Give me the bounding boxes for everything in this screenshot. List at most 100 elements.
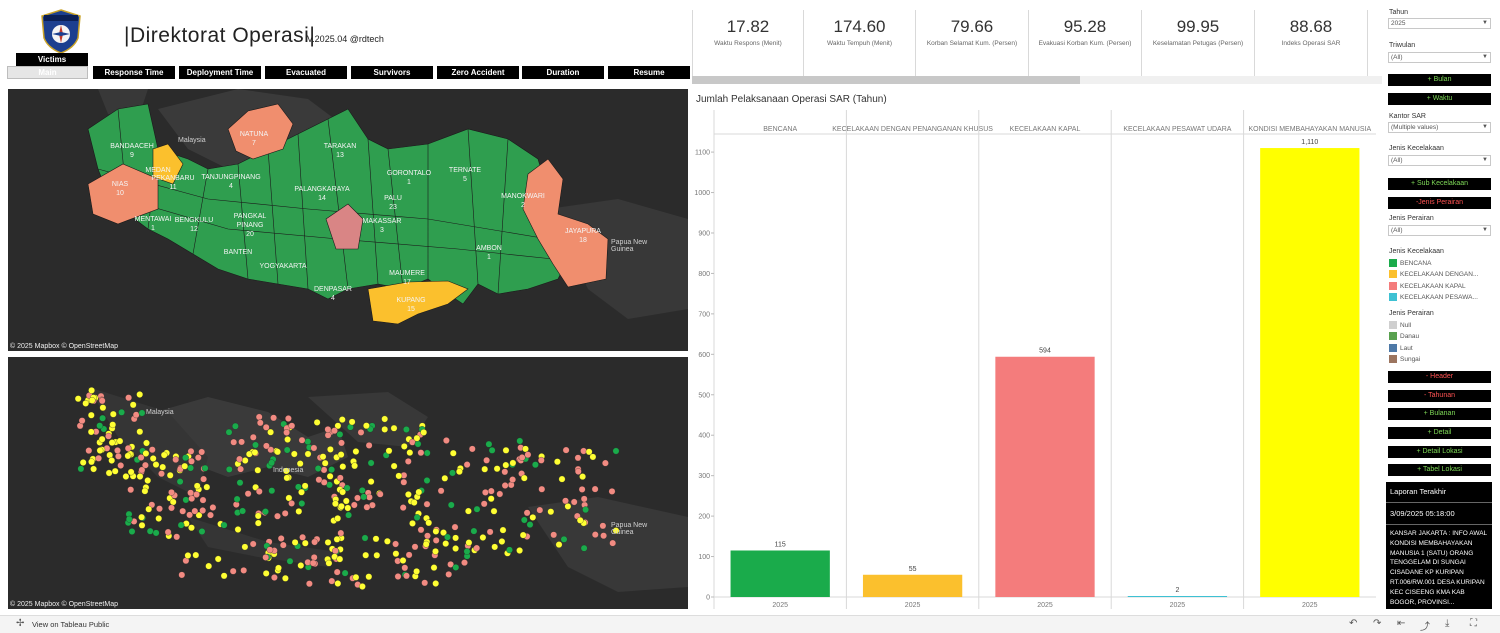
incident-dot[interactable] [77, 465, 85, 473]
incident-dot[interactable] [225, 466, 233, 473]
incident-dot[interactable] [498, 538, 506, 545]
incident-dot[interactable] [263, 442, 270, 450]
incident-dot-map[interactable]: Malaysia Indonesia Papua New Guinea © 20… [8, 357, 688, 609]
incident-dot[interactable] [124, 452, 132, 460]
nav-resume-button[interactable]: Resume [608, 66, 690, 79]
incident-dot[interactable] [203, 483, 211, 491]
incident-dot[interactable] [337, 529, 345, 537]
incident-dot[interactable] [405, 491, 412, 498]
incident-dot[interactable] [554, 458, 561, 466]
scrollbar-thumb[interactable] [692, 76, 1080, 84]
incident-dot[interactable] [400, 443, 408, 450]
incident-dot[interactable] [576, 516, 584, 524]
incident-dot[interactable] [234, 526, 242, 533]
incident-dot[interactable] [518, 454, 526, 461]
incident-dot[interactable] [443, 437, 450, 444]
incident-dot[interactable] [336, 555, 344, 563]
incident-dot[interactable] [421, 579, 429, 587]
download-icon[interactable]: ⤓ [1445, 618, 1450, 629]
incident-dot[interactable] [516, 437, 524, 445]
incident-dot[interactable] [337, 451, 345, 458]
incident-dot[interactable] [188, 524, 195, 532]
incident-dot[interactable] [516, 547, 523, 554]
map-regions[interactable] [8, 89, 688, 351]
incident-dot[interactable] [193, 482, 201, 490]
incident-dot[interactable] [138, 521, 146, 529]
incident-dot[interactable] [87, 411, 95, 419]
incident-dot[interactable] [488, 446, 496, 454]
incident-dot[interactable] [351, 462, 358, 470]
incident-dot[interactable] [245, 450, 253, 458]
incident-dot[interactable] [461, 559, 468, 566]
incident-dot[interactable] [114, 447, 121, 454]
incident-dot[interactable] [136, 473, 144, 480]
incident-dot[interactable] [432, 537, 440, 544]
incident-dot[interactable] [99, 404, 107, 412]
incident-dot[interactable] [381, 426, 389, 433]
incident-dot[interactable] [345, 511, 352, 519]
incident-dot[interactable] [230, 438, 238, 446]
incident-dot[interactable] [405, 551, 413, 559]
undo-icon[interactable]: ↶ [1349, 618, 1358, 629]
incident-dot[interactable] [333, 568, 341, 576]
incident-dot[interactable] [225, 428, 233, 436]
incident-dot[interactable] [401, 564, 409, 572]
incident-dot[interactable] [325, 559, 333, 567]
incident-dot[interactable] [262, 570, 270, 577]
incident-dot[interactable] [363, 422, 370, 430]
incident-dot[interactable] [232, 422, 239, 430]
incident-dot[interactable] [490, 507, 498, 515]
incident-dot[interactable] [560, 535, 568, 543]
incident-dot[interactable] [173, 533, 181, 541]
incident-dot[interactable] [485, 440, 493, 448]
incident-dot[interactable] [363, 503, 371, 511]
nav-victims-button[interactable]: Victims [16, 53, 88, 66]
incident-dot[interactable] [463, 461, 471, 468]
incident-dot[interactable] [591, 485, 599, 493]
incident-dot[interactable] [449, 469, 456, 477]
incident-dot[interactable] [359, 583, 366, 590]
incident-dot[interactable] [109, 421, 117, 429]
legend-item[interactable]: Laut [1389, 344, 1413, 353]
incident-dot[interactable] [115, 452, 122, 460]
nav-zero-accident-button[interactable]: Zero Accident [437, 66, 519, 79]
incident-dot[interactable] [74, 395, 82, 403]
incident-dot[interactable] [285, 494, 293, 502]
incident-dot[interactable] [283, 429, 290, 436]
incident-dot[interactable] [298, 500, 306, 507]
incident-dot[interactable] [298, 436, 306, 444]
incident-dot[interactable] [336, 431, 344, 438]
incident-dot[interactable] [233, 495, 241, 503]
incident-dot[interactable] [122, 473, 130, 480]
incident-dot[interactable] [481, 465, 489, 473]
share-icon[interactable]: ⤴ [1420, 622, 1430, 633]
incident-dot[interactable] [612, 447, 620, 455]
incident-dot[interactable] [602, 459, 609, 467]
incident-dot[interactable] [195, 511, 203, 519]
incident-dot[interactable] [483, 456, 490, 464]
incident-dot[interactable] [331, 427, 338, 435]
incident-dot[interactable] [296, 460, 304, 467]
incident-dot[interactable] [493, 465, 501, 473]
incident-dot[interactable] [129, 401, 137, 409]
incident-dot[interactable] [125, 515, 133, 523]
incident-dot[interactable] [445, 571, 453, 578]
incident-dot[interactable] [578, 486, 586, 493]
incident-dot[interactable] [413, 514, 421, 521]
incident-dot[interactable] [160, 451, 168, 459]
nav-evacuated-button[interactable]: Evacuated [265, 66, 347, 79]
incident-dot[interactable] [522, 445, 529, 453]
incident-dot[interactable] [194, 454, 202, 461]
incident-dot[interactable] [373, 551, 381, 559]
incident-dot[interactable] [169, 498, 177, 506]
incident-dot[interactable] [537, 456, 545, 464]
incident-dot[interactable] [432, 580, 440, 587]
tahun-select[interactable]: 2025 ▼ [1388, 18, 1491, 29]
incident-dot[interactable] [238, 438, 245, 446]
incident-dot[interactable] [177, 521, 185, 529]
incident-dot[interactable] [186, 511, 193, 519]
incident-dot[interactable] [178, 571, 186, 579]
incident-dot[interactable] [144, 477, 152, 484]
incident-dot[interactable] [502, 446, 510, 454]
incident-dot[interactable] [390, 462, 398, 470]
